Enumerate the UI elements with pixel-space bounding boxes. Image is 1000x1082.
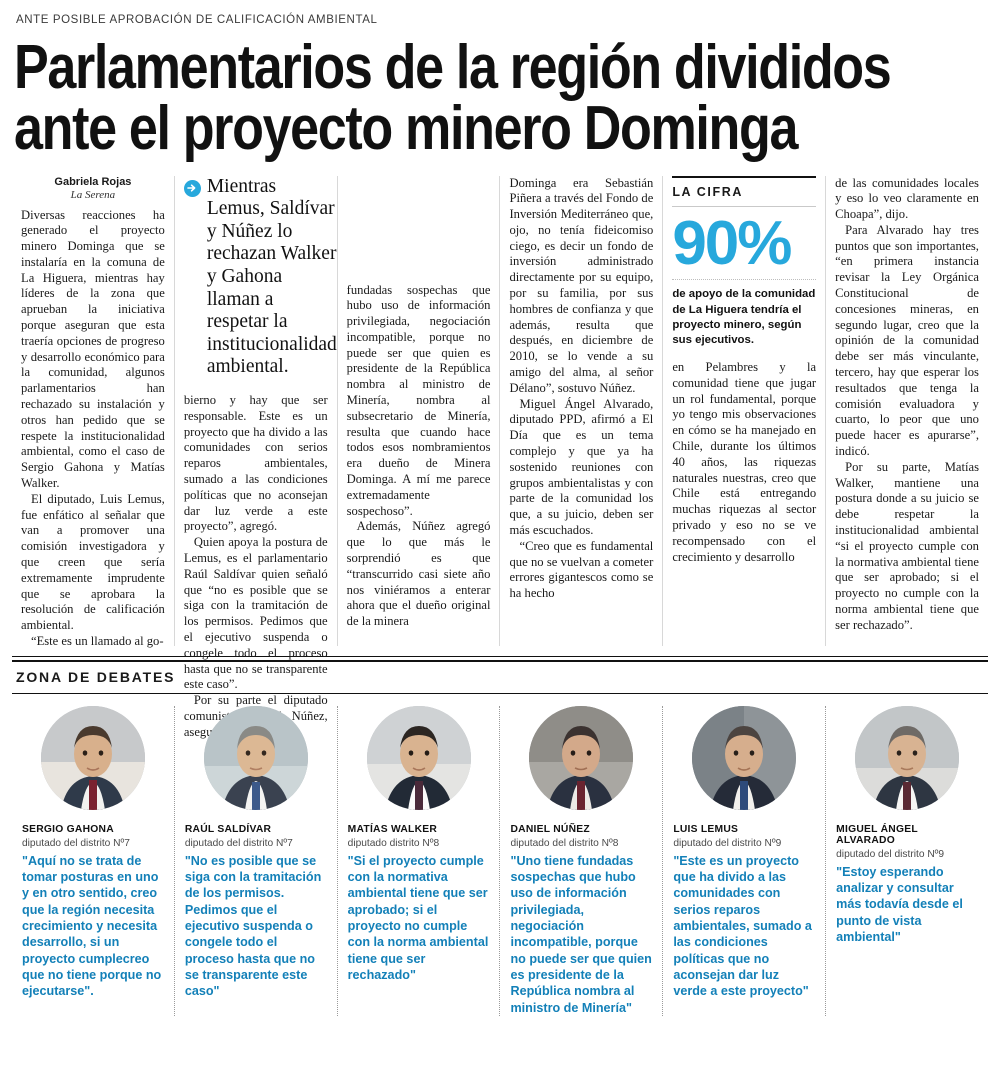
card-quote: "Uno tiene fundadas sospechas que hubo u… <box>510 853 652 1015</box>
zona-de-debates-section: ZONA DE DEBATES <box>12 655 988 694</box>
headline-line-2: ante el proyecto minero Dominga <box>14 93 798 163</box>
stat-box: LA CIFRA 90% de apoyo de la comunidad de… <box>672 175 817 349</box>
avatar <box>692 705 797 810</box>
article-column-2: Mientras Lemus, Saldívar y Núñez lo rech… <box>173 175 337 739</box>
card-quote: "Estoy esperando analizar y consultar má… <box>836 864 963 944</box>
paragraph: bierno y hay que ser responsable. Este e… <box>183 392 328 534</box>
avatar <box>40 705 145 810</box>
list-item[interactable]: LUIS LEMUS diputado del distrito Nº9 "Es… <box>662 705 825 1017</box>
card-role: diputado del distrito Nº9 <box>673 837 782 849</box>
page-title: Parlamentarios de la región divididos an… <box>14 33 892 163</box>
card-quote: "Aquí no se trata de tomar posturas en u… <box>22 853 162 999</box>
list-item[interactable]: SERGIO GAHONA diputado del distrito Nº7 … <box>12 705 174 1017</box>
list-item[interactable]: RAÚL SALDÍVAR diputado del distrito Nº7 … <box>173 705 337 1017</box>
paragraph: El diputado, Luis Lemus, fue enfático al… <box>21 491 165 633</box>
paragraph: Dominga era Sebastián Piñera a través de… <box>509 175 654 395</box>
paragraph: Diversas reacciones ha generado el proye… <box>21 207 165 491</box>
arrow-right-icon <box>183 179 201 197</box>
article-column-1: Gabriela Rojas La Serena Diversas reacci… <box>12 175 174 649</box>
article-column-6: de las comunidades locales y eso lo veo … <box>825 175 988 646</box>
card-quote: "Si el proyecto cumple con la normativa … <box>347 853 489 983</box>
article-body: Gabriela Rojas La Serena Diversas reacci… <box>12 175 988 739</box>
divider <box>12 692 988 694</box>
avatar <box>366 705 471 810</box>
article-kicker: ANTE POSIBLE APROBACIÓN DE CALIFICACIÓN … <box>16 14 378 26</box>
zona-title: ZONA DE DEBATES <box>16 668 176 685</box>
subhead-text: Mientras Lemus, Saldívar y Núñez lo rech… <box>206 175 337 378</box>
stat-caption: de apoyo de la comunidad de La Higuera t… <box>672 288 816 346</box>
stat-box-header: LA CIFRA <box>672 175 817 207</box>
avatar <box>855 705 960 810</box>
card-role: diputado distrito Nº8 <box>347 837 440 849</box>
newspaper-page: ANTE POSIBLE APROBACIÓN DE CALIFICACIÓN … <box>12 14 988 1017</box>
headline-line-1: Parlamentarios de la región divididos <box>14 33 892 102</box>
paragraph: “Este es un llamado al go- <box>31 634 164 649</box>
paragraph: Miguel Ángel Alvarado, diputado PPD, afi… <box>509 396 654 538</box>
card-role: diputado del distrito Nº8 <box>510 837 619 849</box>
avatar <box>529 705 634 810</box>
byline-location: La Serena <box>70 188 116 201</box>
card-name: DANIEL NÚÑEZ <box>510 823 590 835</box>
byline-author: Gabriela Rojas <box>54 175 132 188</box>
card-quote: "No es posible que se siga con la tramit… <box>184 853 322 999</box>
list-item[interactable]: MIGUEL ÁNGEL ALVARADO diputado del distr… <box>825 705 988 1017</box>
stat-box-label: LA CIFRA <box>672 184 743 199</box>
card-name: RAÚL SALDÍVAR <box>184 823 272 835</box>
paragraph: Por su parte, Matías Walker, mantiene un… <box>835 459 979 632</box>
card-role: diputado del distrito Nº9 <box>836 848 945 860</box>
paragraph: fundadas sospechas que hubo uso de infor… <box>346 282 491 518</box>
stat-value: 90% <box>672 207 817 281</box>
paragraph: en Pelambres y la comunidad tiene que ju… <box>672 360 817 564</box>
list-item[interactable]: DANIEL NÚÑEZ diputado del distrito Nº8 "… <box>499 705 662 1017</box>
article-column-3: fundadas sospechas que hubo uso de infor… <box>336 175 500 646</box>
article-column-4: Dominga era Sebastián Piñera a través de… <box>499 175 662 646</box>
paragraph: Quien apoya la postura de Lemus, es el p… <box>183 535 328 692</box>
card-role: diputado del distrito Nº7 <box>184 837 293 849</box>
list-item[interactable]: MATÍAS WALKER diputado distrito Nº8 "Si … <box>336 705 500 1017</box>
paragraph: “Creo que es fundamental que no se vuelv… <box>509 538 654 601</box>
card-name: MIGUEL ÁNGEL ALVARADO <box>836 823 918 846</box>
zona-header: ZONA DE DEBATES <box>12 659 988 685</box>
avatar <box>203 705 308 810</box>
article-subhead: Mientras Lemus, Saldívar y Núñez lo rech… <box>183 176 337 379</box>
card-name: LUIS LEMUS <box>673 823 739 835</box>
card-quote: "Este es un proyecto que ha divido a las… <box>673 853 812 999</box>
article-column-5: LA CIFRA 90% de apoyo de la comunidad de… <box>662 175 825 646</box>
paragraph: de las comunidades locales y eso lo veo … <box>835 175 979 222</box>
card-name: SERGIO GAHONA <box>22 823 114 835</box>
paragraph: Además, Núñez agregó que lo que más le s… <box>346 519 491 629</box>
card-role: diputado del distrito Nº7 <box>22 837 130 849</box>
paragraph: Para Alvarado hay tres puntos que son im… <box>835 222 979 459</box>
politician-cards: SERGIO GAHONA diputado del distrito Nº7 … <box>12 705 988 1017</box>
card-name: MATÍAS WALKER <box>347 823 438 835</box>
